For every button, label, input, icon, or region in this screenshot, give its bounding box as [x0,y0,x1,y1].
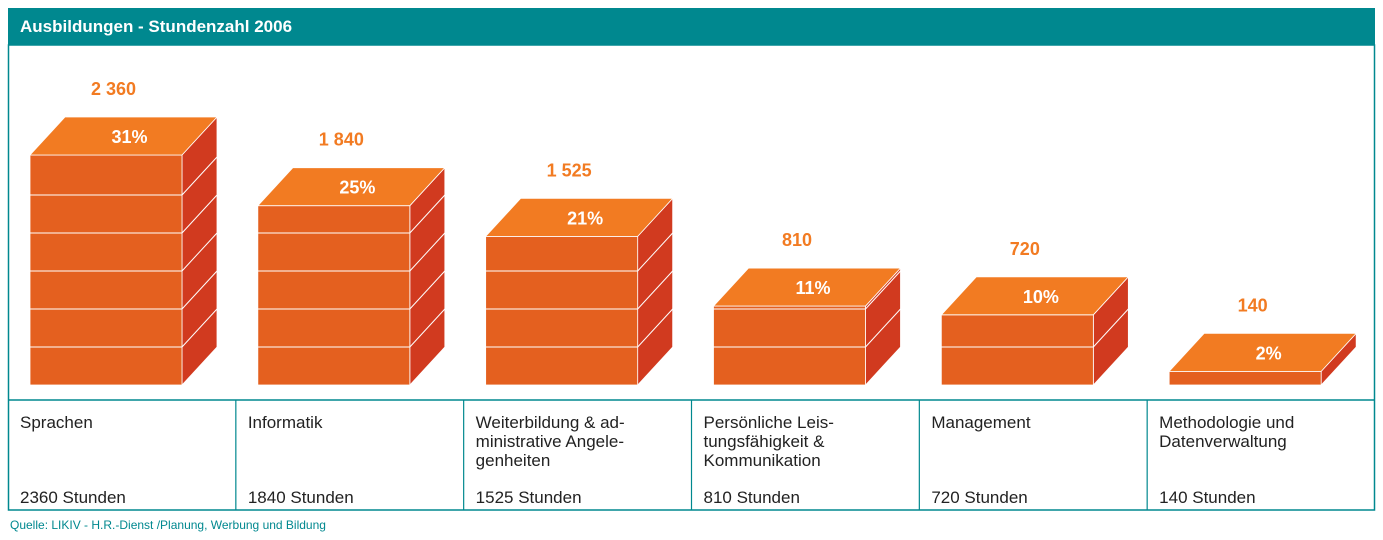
bar-stripe [409,308,446,348]
bar-stripe [637,232,674,272]
bar-top [712,267,902,307]
category-label: Methodologie und Datenverwaltung [1159,413,1294,451]
header-bar [8,8,1375,45]
hours-label: 2360 Stunden [20,488,126,507]
bar-stripe [181,270,218,310]
bar-front [713,305,866,386]
value-label: 2 360 [91,79,136,99]
bar-stripe [181,156,218,196]
category-label: Weiterbildung & ad-ministrative Angele-g… [476,413,625,470]
bar-top [484,197,674,237]
value-label: 140 [1238,295,1268,315]
percentage-label: 21% [567,208,603,228]
hours-label: 1840 Stunden [248,488,354,507]
bar-top [256,167,446,207]
bar-stripe [181,308,218,348]
bar-top [940,276,1130,316]
hours-label: 720 Stunden [931,488,1027,507]
category-label: Persönliche Leis-tungsfähigkeit & Kommuni… [704,413,834,470]
source: Quelle: LIKIV - H.R.-Dienst /Planung, We… [10,518,326,532]
chart-title: Ausbildungen - Stundenzahl 2006 [20,17,292,36]
bar-stripe [181,232,218,272]
bar-stripe [637,270,674,310]
bar-side [181,115,218,387]
percentage-label: 11% [795,278,830,298]
value-label: 1 840 [319,130,364,150]
bar-front [29,154,183,386]
bar-top [1168,332,1358,372]
value-label: 1 525 [547,160,592,180]
percentage-label: 10% [1023,287,1059,307]
category-label: Sprachen [20,413,93,432]
hours-label: 1525 Stunden [476,488,582,507]
percentage-label: 31% [111,127,147,147]
bar-stripe [1092,308,1129,348]
bar-stripe [865,308,901,348]
bar-top [29,116,218,156]
bar-front [940,314,1094,386]
value-label: 720 [1010,239,1040,259]
bar-stripe [865,270,901,310]
bar-front [1168,370,1322,386]
category-label: Management [931,413,1031,432]
value-label: 810 [782,230,812,250]
bar-stripe [637,308,674,348]
bar-stripe [409,194,446,234]
bar-stripe [181,194,218,234]
hours-label: 810 Stunden [704,488,800,507]
hours-label: 140 Stunden [1159,488,1255,507]
bar-stripe [409,232,446,272]
bar-front [485,235,639,386]
category-label: Informatik [248,413,323,432]
percentage-label: 25% [339,178,375,198]
bar-stripe [409,270,446,310]
percentage-label: 2% [1256,343,1282,363]
